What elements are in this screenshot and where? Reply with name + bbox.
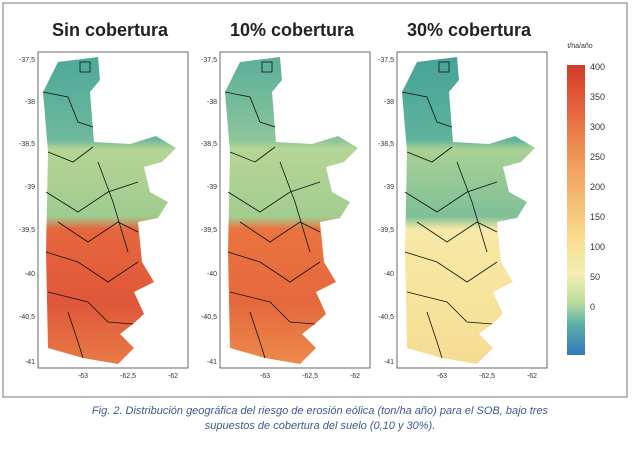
lat-label: -40 <box>25 271 35 278</box>
lat-label: -38 <box>25 99 35 106</box>
lon-label: -62,5 <box>120 373 136 380</box>
lat-label: -40,5 <box>201 314 217 321</box>
lat-label: -38 <box>384 99 394 106</box>
lon-label: -62,5 <box>302 373 318 380</box>
colorbar-unit: t/ha/año <box>567 43 592 50</box>
lon-label: -62 <box>527 373 537 380</box>
lon-label: -63 <box>437 373 447 380</box>
panel-title: 10% cobertura <box>230 20 355 40</box>
caption-line: Fig. 2. Distribución geográfica del ries… <box>92 405 549 417</box>
colorbar-label: 250 <box>590 152 605 162</box>
lon-label: -63 <box>260 373 270 380</box>
lat-label: -41 <box>384 359 394 366</box>
lat-label: -37,5 <box>201 57 217 64</box>
lon-label: -63 <box>78 373 88 380</box>
lat-label: -39,5 <box>201 227 217 234</box>
lon-label: -62,5 <box>479 373 495 380</box>
lat-label: -38,5 <box>201 141 217 148</box>
lat-label: -39 <box>25 184 35 191</box>
lat-label: -38 <box>207 99 217 106</box>
lat-label: -39,5 <box>378 227 394 234</box>
colorbar-label: 200 <box>590 182 605 192</box>
panel-title: 30% cobertura <box>407 20 532 40</box>
lat-label: -37,5 <box>19 57 35 64</box>
lat-label: -38,5 <box>378 141 394 148</box>
panel-title: Sin cobertura <box>52 20 169 40</box>
lat-label: -37,5 <box>378 57 394 64</box>
figure-frame <box>2 2 628 398</box>
colorbar-label: 50 <box>590 272 600 282</box>
lat-label: -41 <box>25 359 35 366</box>
colorbar-label: 300 <box>590 122 605 132</box>
colorbar-label: 100 <box>590 242 605 252</box>
colorbar-label: 350 <box>590 92 605 102</box>
colorbar-label: 400 <box>590 62 605 72</box>
colorbar-label: 150 <box>590 212 605 222</box>
lat-label: -41 <box>207 359 217 366</box>
lon-label: -62 <box>168 373 178 380</box>
lat-label: -40 <box>207 271 217 278</box>
colorbar-label: 0 <box>590 302 595 312</box>
lat-label: -40 <box>384 271 394 278</box>
lat-label: -39,5 <box>19 227 35 234</box>
caption-line: supuestos de cobertura del suelo (0,10 y… <box>205 420 436 432</box>
lat-label: -39 <box>384 184 394 191</box>
lat-label: -40,5 <box>19 314 35 321</box>
lat-label: -38,5 <box>19 141 35 148</box>
colorbar <box>567 65 585 355</box>
lon-label: -62 <box>350 373 360 380</box>
lat-label: -39 <box>207 184 217 191</box>
lat-label: -40,5 <box>378 314 394 321</box>
